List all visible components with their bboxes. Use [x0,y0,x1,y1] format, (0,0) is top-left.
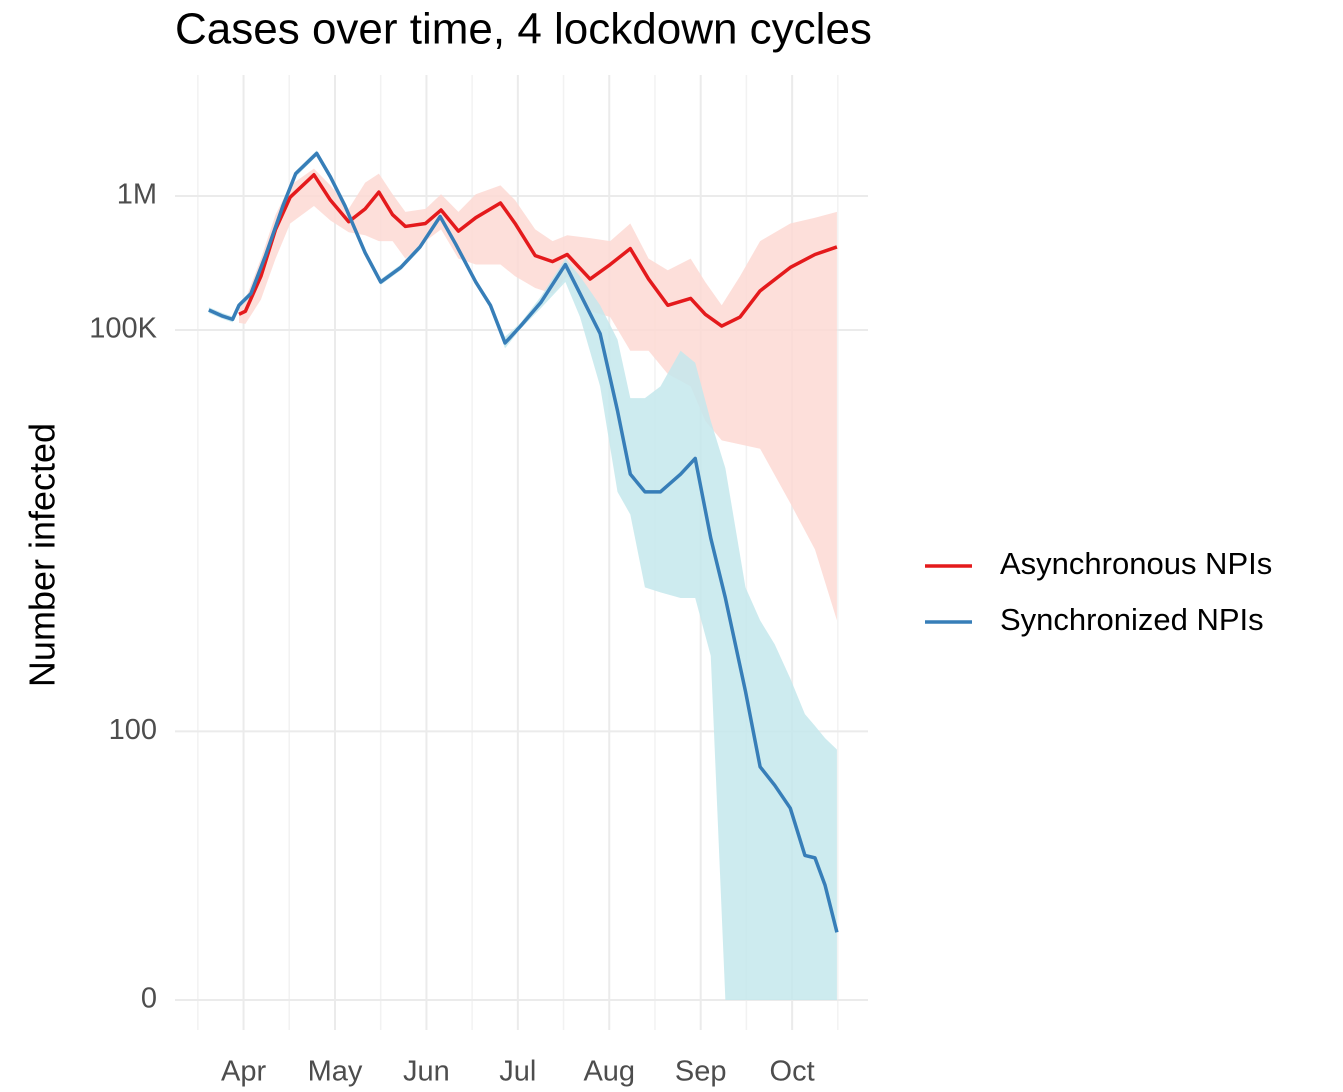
y-tick-label: 100K [89,313,157,345]
series-line [238,173,838,328]
legend-label: Asynchronous NPIs [1000,546,1272,581]
y-axis-label: Number infected [22,423,63,687]
confidence-band [208,150,837,1001]
chart-title: Cases over time, 4 lockdown cycles [175,5,872,54]
x-tick-label: Oct [770,1056,815,1088]
confidence-band [238,168,837,621]
x-tick-label: Aug [583,1056,635,1088]
legend-label: Synchronized NPIs [1000,602,1264,637]
x-tick-label: Apr [221,1056,266,1088]
x-tick-label: Sep [675,1056,727,1088]
x-tick-label: May [308,1056,363,1088]
y-tick-label: 0 [141,983,157,1015]
x-tick-label: Jul [499,1056,536,1088]
x-tick-label: Jun [403,1056,450,1088]
series-line [208,151,839,933]
y-tick-label: 1M [117,179,157,211]
y-tick-label: 100 [109,714,157,746]
